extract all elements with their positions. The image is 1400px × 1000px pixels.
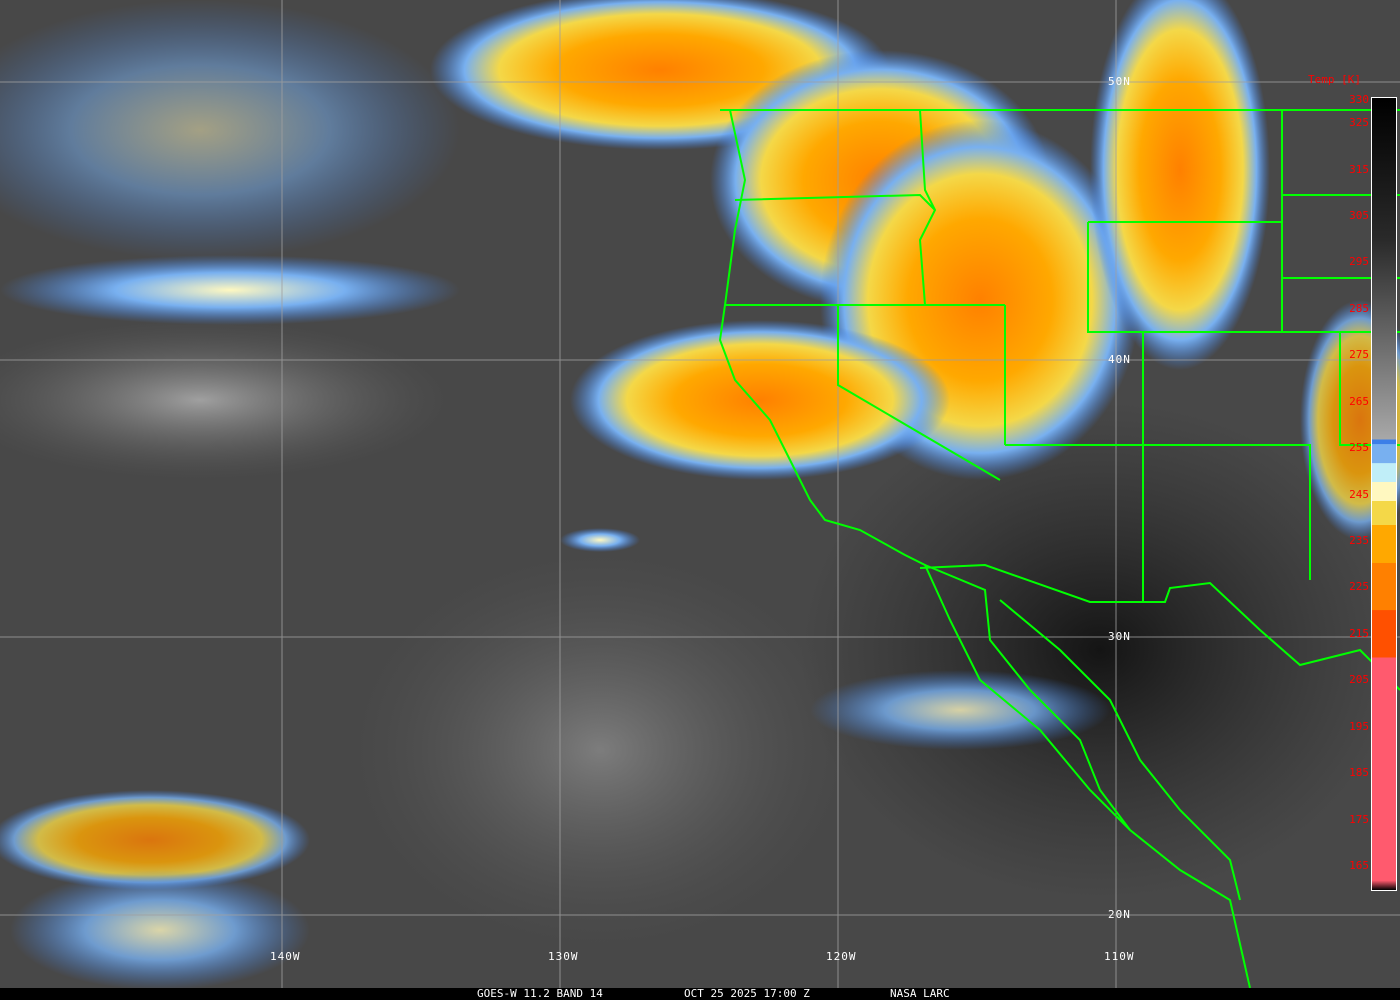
caption-datetime: OCT 25 2025 17:00 Z	[684, 987, 810, 1000]
state-border-dakotas	[1281, 110, 1400, 333]
colorbar-tick-label: 315	[1349, 162, 1369, 176]
colorbar-tick-label: 295	[1349, 255, 1369, 269]
colorbar-tick-label: 175	[1349, 812, 1369, 826]
colorbar-tick-label: 185	[1349, 766, 1369, 780]
colorbar-tick-label: 225	[1349, 580, 1369, 594]
west-coastline	[718, 109, 1251, 988]
colorbar-title: Temp [K]	[1308, 73, 1361, 86]
colorbar-tick-label: 330	[1349, 93, 1369, 106]
state-border-wa-or	[734, 193, 936, 211]
state-border-ut-az	[1005, 444, 1311, 580]
colorbar-tick-label: 285	[1349, 301, 1369, 315]
colorbar-tick-label: 265	[1349, 394, 1369, 408]
caption-product: GOES-W 11.2 BAND 14	[477, 987, 603, 1000]
caption-source: NASA LARC	[890, 987, 950, 1000]
longitude-label: 130W	[548, 950, 579, 963]
colorbar-tick-label: 255	[1349, 441, 1369, 455]
image-caption: GOES-W 11.2 BAND 14 OCT 25 2025 17:00 Z …	[0, 988, 1400, 1000]
latitude-label: 40N	[1108, 353, 1131, 366]
us-mexico-border	[919, 563, 1400, 691]
state-border-wy	[1087, 221, 1283, 333]
baja-coast	[924, 564, 1131, 831]
latitude-label: 50N	[1108, 75, 1131, 88]
colorbar-tick-label: 275	[1349, 348, 1369, 362]
longitude-label: 140W	[270, 950, 301, 963]
colorbar-tick-label: 235	[1349, 534, 1369, 548]
state-border-ca-nv	[837, 305, 1001, 481]
longitude-label: 110W	[1104, 950, 1135, 963]
longitude-label: 120W	[826, 950, 857, 963]
colorbar-tick-label: 305	[1349, 209, 1369, 223]
latitude-label: 30N	[1108, 630, 1131, 643]
colorbar-tick-label: 165	[1349, 859, 1369, 872]
colorbar-tick-label: 215	[1349, 626, 1369, 640]
colorbar-tick-label: 205	[1349, 673, 1369, 687]
mexico-mainland-coast	[999, 599, 1241, 901]
state-border-id-mt	[918, 109, 937, 306]
latitude-label: 20N	[1108, 908, 1131, 921]
colorbar-tick-label: 325	[1349, 116, 1369, 130]
colorbar-tick-label: 195	[1349, 719, 1369, 733]
colorbar-tick-label: 245	[1349, 487, 1369, 501]
temperature-colorbar	[1371, 97, 1397, 891]
